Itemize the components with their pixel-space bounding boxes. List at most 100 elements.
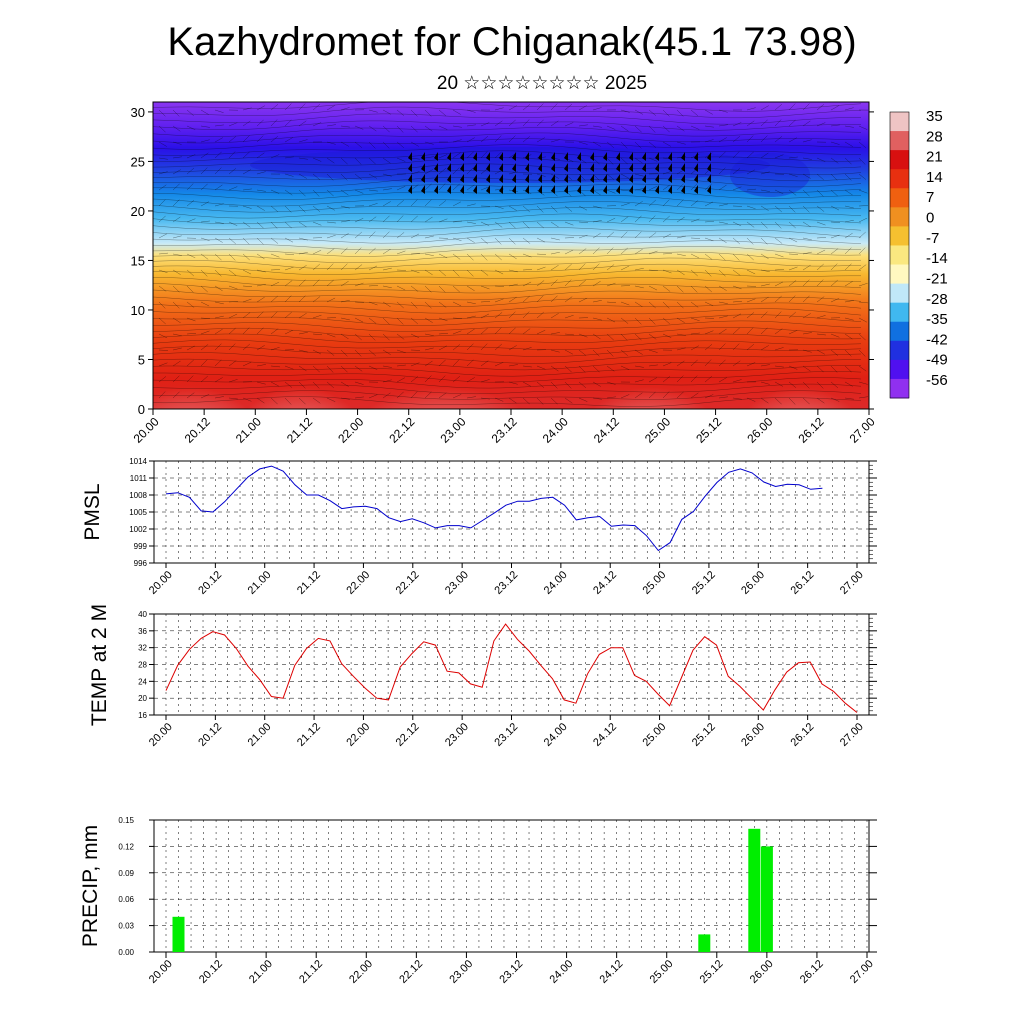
wind-barb [256,253,265,260]
wind-barb [536,137,546,143]
wind-barb [466,221,476,224]
wind-barb [564,221,574,226]
wind-barb [368,125,377,132]
jet-barb [694,152,698,161]
wind-barb [242,361,252,367]
x-tick-label: 22.00 [344,721,372,749]
wind-barb [396,125,404,133]
wind-barb [732,186,742,191]
wind-barb [816,365,824,373]
wind-barb [634,188,644,191]
wind-barb [228,186,238,191]
wind-barb [270,253,280,258]
x-tick-label: 26.00 [739,569,767,597]
contour-line [153,277,862,287]
wind-barb [788,173,798,177]
wind-barb [396,285,406,291]
colorbar-label: 21 [926,149,943,166]
wind-barb [620,365,630,370]
wind-barb [508,283,518,287]
wind-barb [228,379,238,383]
wind-barb [564,104,573,111]
jet-barb [460,174,464,183]
wind-barb [256,345,265,351]
wind-barb [620,247,628,255]
wind-barb [648,377,658,383]
x-tick-label: 25.00 [648,958,676,986]
wind-barb [368,157,376,165]
jet-barb [590,174,594,183]
wind-barb [270,205,279,212]
wind-barb [242,120,251,127]
x-tick-label: 22.12 [394,569,422,597]
wind-barb [564,296,573,303]
wind-barb [494,205,504,209]
wind-barb [396,186,406,191]
wind-barb [522,397,530,405]
y-tick-label: 0.03 [118,922,134,931]
wind-barb [718,151,726,159]
wind-barb [284,397,292,405]
wind-barb [424,360,433,367]
jet-barb [655,163,659,172]
wind-barb [830,189,838,197]
wind-barb [788,381,797,388]
wind-barb [158,184,167,191]
page-subtitle: 20 ☆☆☆☆☆☆☆☆ 2025 [436,73,648,94]
wind-barb [634,248,643,255]
wind-barb [662,141,672,147]
jet-barb [460,163,464,172]
wind-barb [326,124,336,127]
wind-barb [816,104,825,111]
wind-barb [592,125,602,128]
wind-barb [718,109,728,113]
wind-barb [158,333,168,339]
wind-barb [326,333,336,338]
wind-barb [634,301,643,308]
wind-barb [368,285,379,287]
wind-barb [564,173,573,180]
jet-barb [694,174,698,183]
jet-barb [434,163,438,172]
wind-barb [592,220,602,223]
wind-barb [368,317,377,324]
wind-barb [284,156,294,159]
jet-barb [590,152,594,161]
precip-panel: 0.00 0.03 0.06 0.09 0.12 0.15 20.00 20.12 21.00 2… [79,816,877,986]
wind-barb [396,301,404,309]
jet-barb [655,174,659,183]
wind-barb [676,141,686,145]
wind-barb [354,301,365,303]
wind-barb [480,343,488,351]
wind-barb [564,397,573,404]
wind-barb [214,237,223,243]
wind-barb [606,282,616,287]
wind-barb [830,397,840,402]
wind-barb [774,221,782,229]
jet-barb [421,174,425,183]
wind-barb [200,167,208,175]
jet-barb [707,185,711,194]
wind-barb [858,217,868,223]
wind-barb [186,109,194,116]
wind-barb [662,285,671,292]
wind-barb [620,265,630,271]
wind-barb [746,327,754,335]
wind-barb [354,365,363,372]
wind-barb [620,317,629,324]
wind-barb [186,301,195,308]
wind-barb [662,391,670,399]
wind-barb [718,377,727,383]
wind-barb [340,365,348,373]
jet-barb [512,185,516,194]
jet-barb [512,174,516,183]
wind-barb [340,125,350,128]
wind-barb [368,365,378,370]
wind-barb [326,381,334,388]
jet-barb [538,163,542,172]
x-tick-label: 23.00 [443,721,471,749]
wind-barb [326,189,334,197]
wind-barb [396,109,405,116]
wind-barb [284,137,293,143]
jet-barb [447,174,451,183]
